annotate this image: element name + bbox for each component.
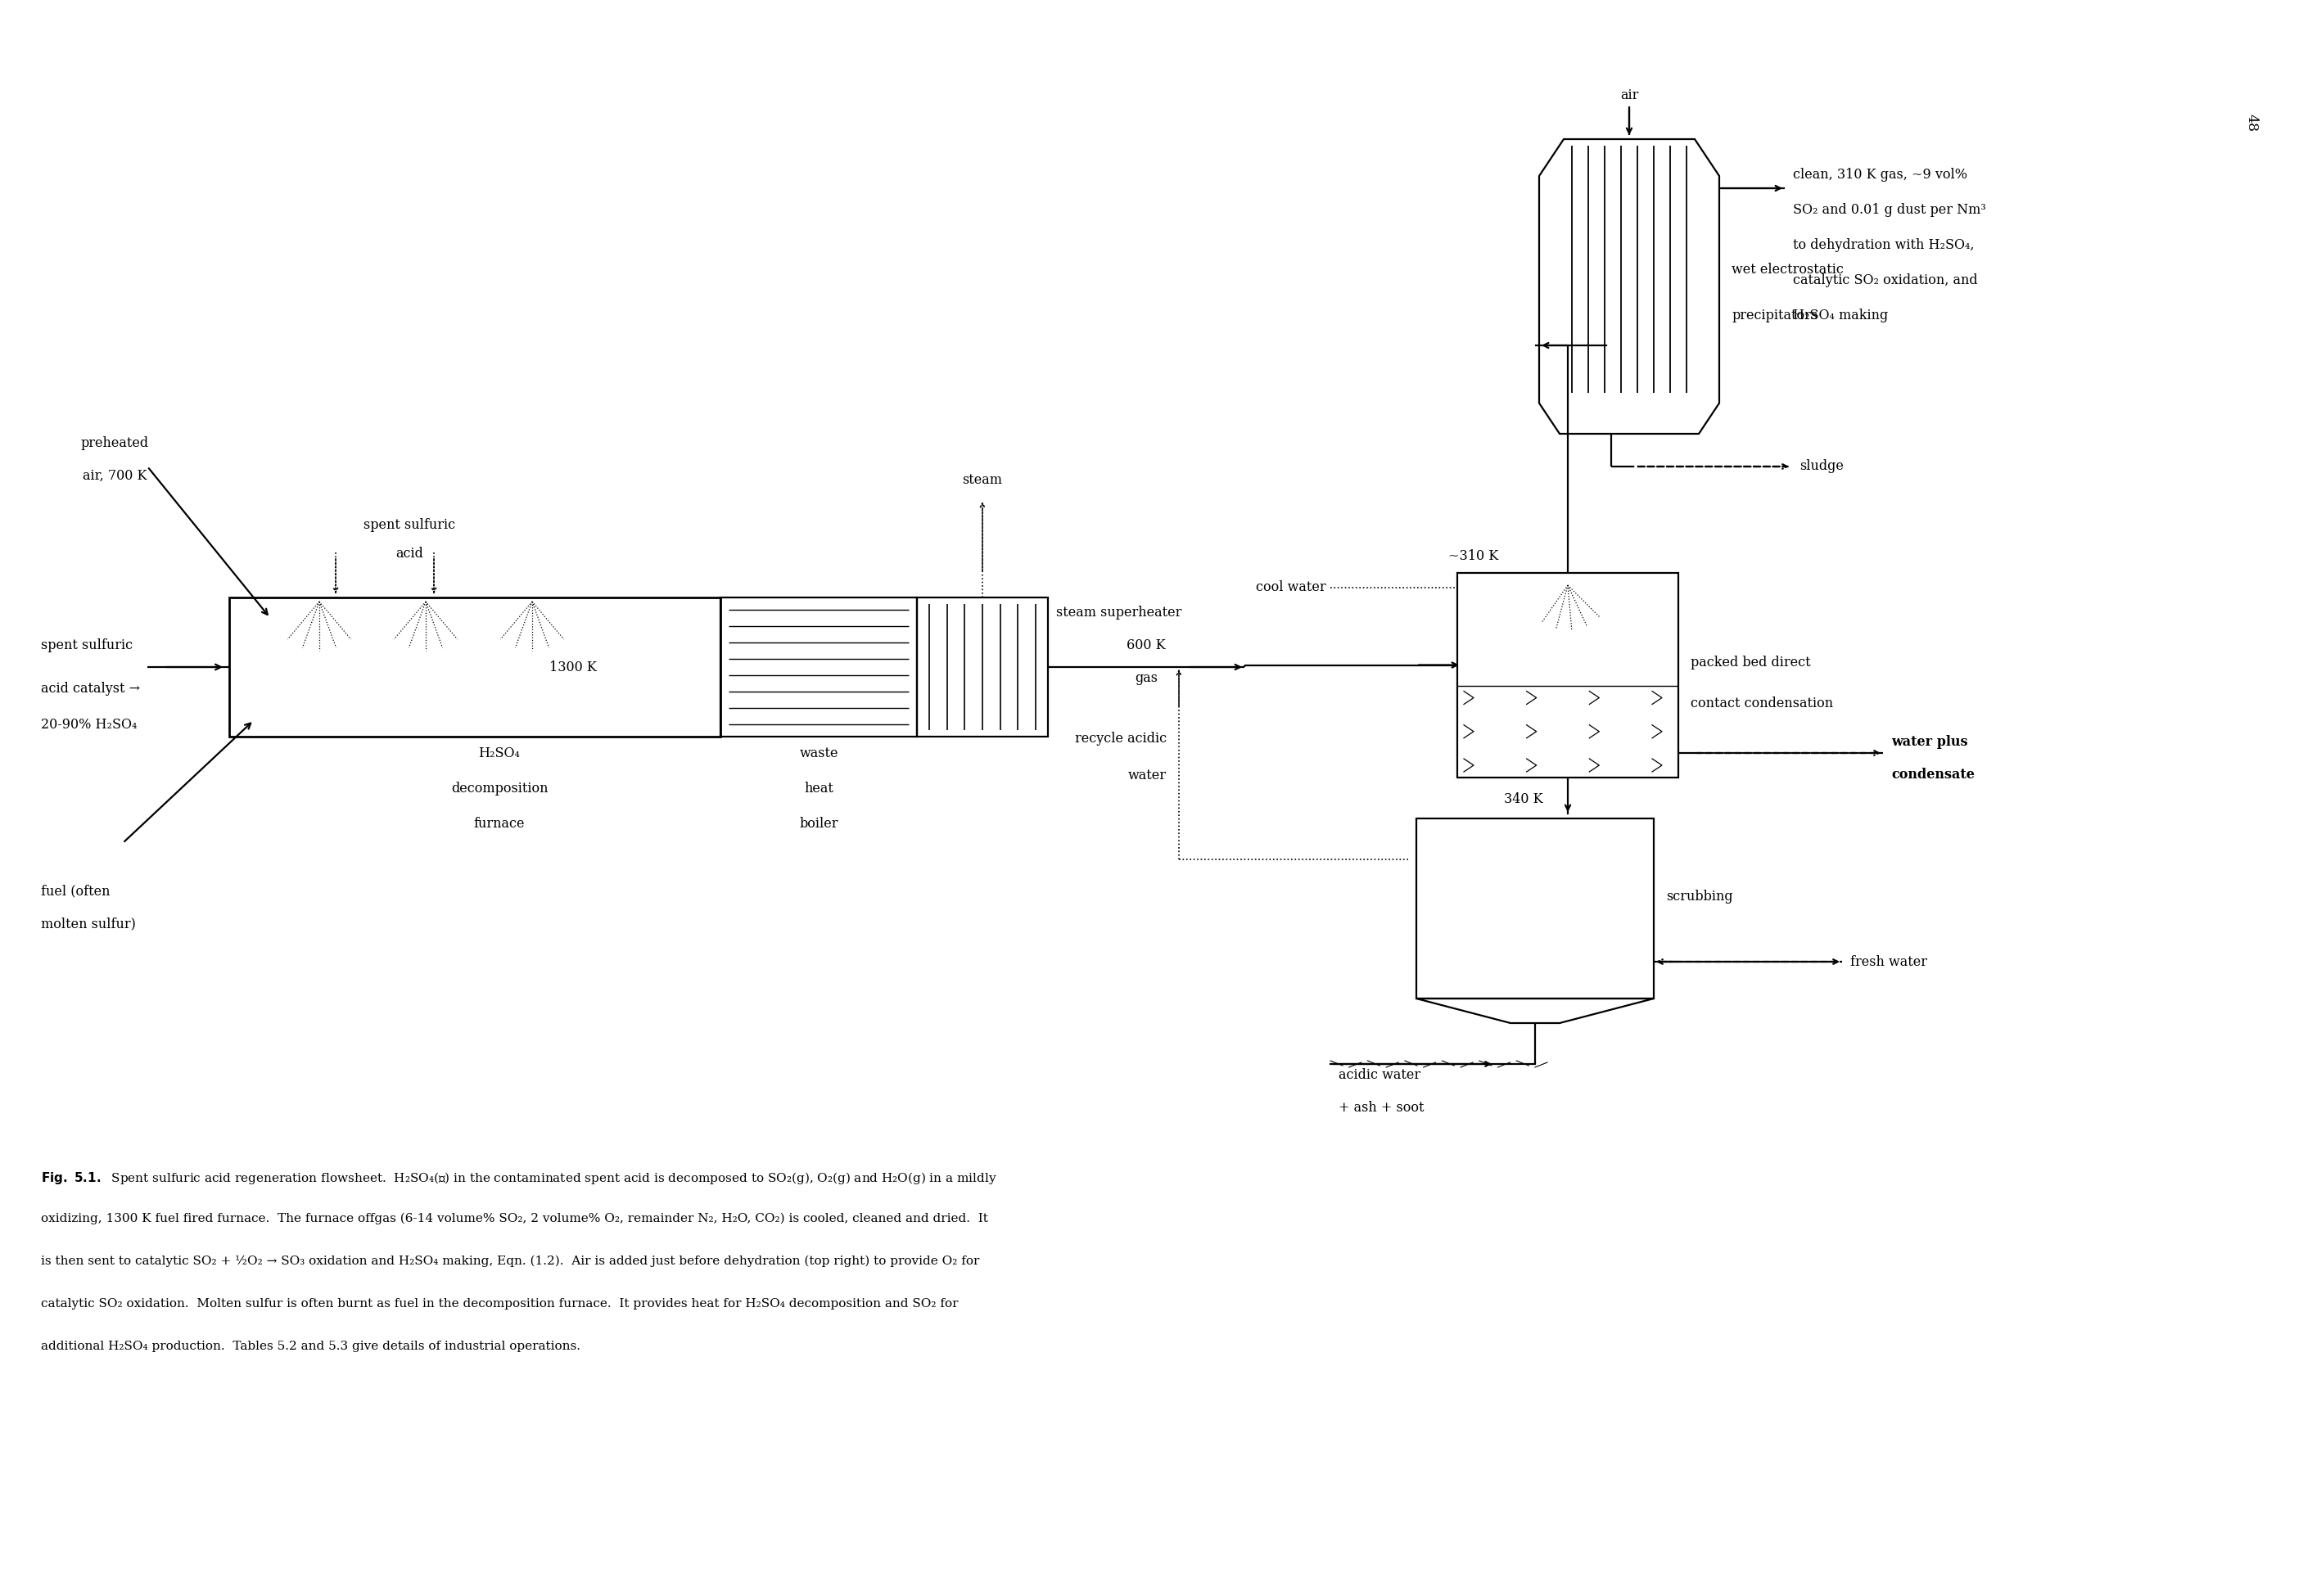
Text: heat: heat bbox=[805, 782, 832, 795]
Text: ~310 K: ~310 K bbox=[1450, 549, 1498, 563]
Text: to dehydration with H₂SO₄,: to dehydration with H₂SO₄, bbox=[1792, 238, 1974, 252]
Text: fresh water: fresh water bbox=[1850, 954, 1928, 969]
Text: water plus: water plus bbox=[1891, 736, 1968, 749]
Text: acidic water: acidic water bbox=[1339, 1068, 1420, 1082]
Bar bbox=[721, 597, 918, 737]
Text: decomposition: decomposition bbox=[451, 782, 548, 795]
Text: H₂SO₄: H₂SO₄ bbox=[479, 747, 520, 760]
Text: 600 K: 600 K bbox=[1126, 638, 1165, 653]
Text: additional H₂SO₄ production.  Tables 5.2 and 5.3 give details of industrial oper: additional H₂SO₄ production. Tables 5.2 … bbox=[42, 1341, 580, 1352]
Text: wet electrostatic: wet electrostatic bbox=[1732, 263, 1843, 278]
Text: water: water bbox=[1128, 769, 1168, 782]
Text: condensate: condensate bbox=[1891, 768, 1974, 782]
Text: sludge: sludge bbox=[1799, 460, 1843, 474]
Text: recycle acidic: recycle acidic bbox=[1075, 731, 1168, 745]
Text: acid catalyst →: acid catalyst → bbox=[42, 681, 141, 696]
Text: cool water: cool water bbox=[1255, 581, 1327, 595]
Text: fuel (often: fuel (often bbox=[42, 884, 111, 899]
Text: H₂SO₄ making: H₂SO₄ making bbox=[1792, 308, 1889, 322]
Text: catalytic SO₂ oxidation, and: catalytic SO₂ oxidation, and bbox=[1792, 273, 1977, 287]
Text: oxidizing, 1300 K fuel fired furnace.  The furnace offgas (6-14 volume% SO₂, 2 v: oxidizing, 1300 K fuel fired furnace. Th… bbox=[42, 1213, 987, 1224]
Text: gas: gas bbox=[1135, 672, 1158, 685]
Text: waste: waste bbox=[800, 747, 839, 760]
Text: SO₂ and 0.01 g dust per Nm³: SO₂ and 0.01 g dust per Nm³ bbox=[1792, 203, 1986, 217]
Text: 340 K: 340 K bbox=[1505, 792, 1542, 806]
Text: furnace: furnace bbox=[474, 817, 525, 832]
Bar bbox=[918, 597, 1047, 737]
Text: 48: 48 bbox=[2245, 113, 2259, 132]
Text: precipitators: precipitators bbox=[1732, 308, 1817, 322]
Text: acid: acid bbox=[395, 547, 423, 560]
Text: 1300 K: 1300 K bbox=[550, 661, 596, 674]
Text: scrubbing: scrubbing bbox=[1667, 889, 1734, 903]
Text: air, 700 K: air, 700 K bbox=[83, 469, 146, 484]
Text: molten sulfur): molten sulfur) bbox=[42, 916, 136, 930]
Text: spent sulfuric: spent sulfuric bbox=[42, 638, 132, 653]
Text: boiler: boiler bbox=[800, 817, 839, 832]
Text: catalytic SO₂ oxidation.  Molten sulfur is often burnt as fuel in the decomposit: catalytic SO₂ oxidation. Molten sulfur i… bbox=[42, 1298, 957, 1310]
Text: air: air bbox=[1621, 88, 1639, 102]
Text: $\mathbf{Fig.\ 5.1.}$  Spent sulfuric acid regeneration flowsheet.  H₂SO₄(ℓ) in : $\mathbf{Fig.\ 5.1.}$ Spent sulfuric aci… bbox=[42, 1170, 996, 1186]
Bar bbox=[1457, 573, 1679, 777]
Bar bbox=[1417, 819, 1653, 999]
Text: preheated: preheated bbox=[81, 436, 148, 450]
Text: clean, 310 K gas, ~9 vol%: clean, 310 K gas, ~9 vol% bbox=[1792, 168, 1968, 182]
Text: spent sulfuric: spent sulfuric bbox=[363, 519, 455, 531]
Text: steam: steam bbox=[962, 472, 1003, 487]
Text: is then sent to catalytic SO₂ + ½O₂ → SO₃ oxidation and H₂SO₄ making, Eqn. (1.2): is then sent to catalytic SO₂ + ½O₂ → SO… bbox=[42, 1256, 980, 1267]
Text: contact condensation: contact condensation bbox=[1690, 697, 1833, 710]
Bar bbox=[229, 597, 721, 737]
Text: 20-90% H₂SO₄: 20-90% H₂SO₄ bbox=[42, 718, 136, 731]
Text: + ash + soot: + ash + soot bbox=[1339, 1101, 1424, 1114]
Text: packed bed direct: packed bed direct bbox=[1690, 656, 1810, 670]
Text: steam superheater: steam superheater bbox=[1057, 605, 1181, 619]
